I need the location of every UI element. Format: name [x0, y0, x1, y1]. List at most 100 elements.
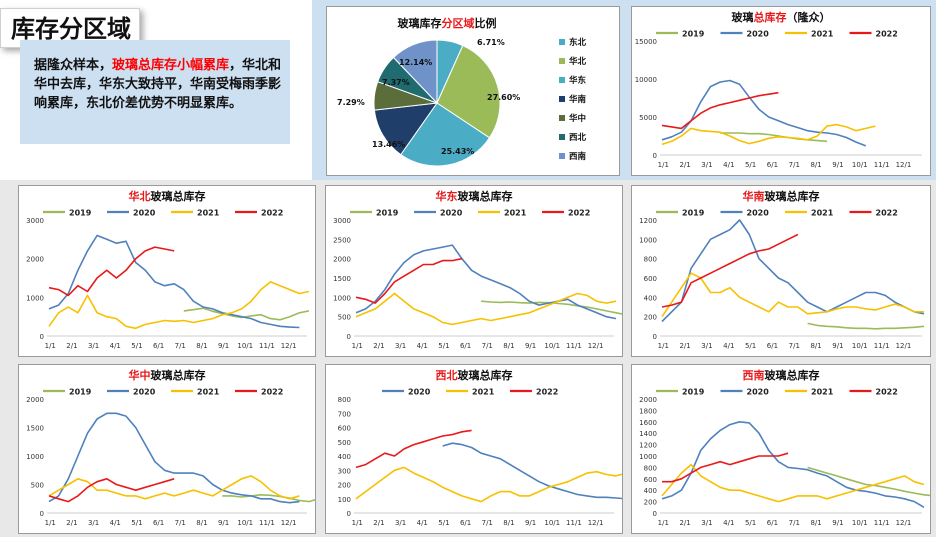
national-inventory-chart: 玻璃总库存（隆众） 2019 2020 2021 2022 0 5000 10000 15000…	[635, 10, 922, 169]
x-tick-label: 9/1	[218, 342, 229, 350]
legend-label: 华东	[569, 75, 587, 86]
series-line-2022	[48, 246, 175, 297]
title-part-0: 西南	[743, 368, 765, 382]
x-tick-label: 2/1	[679, 161, 690, 169]
series-line-2021	[661, 123, 876, 146]
title-part-1: 玻璃总库存	[458, 368, 513, 382]
x-tick-label: 6/1	[460, 342, 471, 350]
x-tick-label: 12/1	[588, 342, 604, 350]
x-tick-label: 6/1	[460, 519, 471, 527]
y-tick-label: 500	[31, 482, 44, 490]
xibei-chart-panel: 西北玻璃总库存 2020 2021 2022 0 100 200 300 400 500 600 70…	[325, 364, 623, 534]
series-line-2019	[183, 307, 310, 321]
legend-label-2020: 2020	[133, 209, 156, 218]
chart-title: 西南玻璃总库存	[743, 368, 820, 382]
legend-label-2019: 2019	[682, 388, 705, 397]
title-part-2: 比例	[475, 16, 497, 30]
x-tick-label: 5/1	[131, 519, 142, 527]
pie-chart: 玻璃库存分区域比例 6.71% 27.60% 25.43% 13.46% 7.29% 7.3…	[337, 16, 587, 167]
x-tick-label: 12/1	[896, 161, 912, 169]
x-tick-label: 4/1	[723, 519, 734, 527]
x-tick-label: 2/1	[679, 519, 690, 527]
x-tick-label: 8/1	[503, 519, 514, 527]
huanan-chart: 华南玻璃总库存 2019 2020 2021 2022 0 200 400 600 800 1000…	[639, 189, 925, 350]
title-part-1: 玻璃总库存	[765, 368, 820, 382]
y-tick-label: 2000	[639, 396, 657, 404]
legend-label-2021: 2021	[811, 30, 834, 39]
y-tick-label: 0	[653, 152, 657, 160]
legend-label: 东北	[569, 37, 587, 48]
x-tick-label: 7/1	[789, 519, 800, 527]
x-tick-label: 11/1	[566, 519, 582, 527]
legend-label-2019: 2019	[69, 209, 92, 218]
huadong-chart: 华东玻璃总库存 2019 2020 2021 2022 0 500 1000 1500 2000 2…	[333, 189, 622, 350]
chart-title: 华南玻璃总库存	[743, 189, 820, 203]
huabei-chart: 华北玻璃总库存 2019 2020 2021 2022 0 1000 2000 3000 1/1 2…	[26, 189, 310, 350]
legend-label-2022: 2022	[876, 388, 898, 397]
summary-part-1: 据隆众样本，	[34, 58, 113, 73]
title-part-2: （隆众）	[787, 10, 831, 24]
xinan-chart-panel: 西南玻璃总库存 2019 2020 2021 2022 0 200 400 600 800 1000…	[631, 364, 931, 534]
title-part-0: 玻璃	[732, 10, 754, 24]
x-tick-label: 11/1	[874, 342, 890, 350]
y-tick-label: 5000	[639, 114, 657, 122]
x-tick-label: 12/1	[896, 342, 912, 350]
legend-label: 华中	[569, 113, 586, 124]
y-tick-label: 600	[644, 476, 657, 484]
y-tick-label: 1600	[639, 419, 657, 427]
title-part-0: 华中	[129, 368, 151, 382]
y-tick-label: 10000	[635, 76, 657, 84]
x-tick-label: 12/1	[281, 519, 297, 527]
y-tick-label: 500	[338, 439, 351, 447]
x-tick-label: 10/1	[237, 519, 253, 527]
series-line-2020	[661, 79, 867, 147]
title-part-1: 玻璃总库存	[151, 189, 206, 203]
y-tick-label: 1000	[26, 294, 44, 302]
x-tick-label: 8/1	[810, 161, 821, 169]
x-tick-label: 6/1	[153, 342, 164, 350]
x-tick-label: 5/1	[745, 161, 756, 169]
series-line-2019	[222, 494, 315, 503]
x-tick-label: 3/1	[701, 342, 712, 350]
x-tick-label: 9/1	[832, 519, 843, 527]
x-tick-label: 3/1	[88, 342, 99, 350]
y-tick-label: 0	[347, 333, 351, 341]
legend-swatch-0	[559, 39, 565, 45]
chart-title: 华北玻璃总库存	[129, 189, 206, 203]
y-tick-label: 2000	[333, 256, 351, 264]
y-tick-label: 1200	[639, 217, 657, 225]
legend-label: 西北	[569, 132, 587, 143]
pie-value-label: 7.37%	[382, 78, 410, 87]
y-tick-label: 500	[338, 314, 351, 322]
x-tick-label: 1/1	[45, 519, 56, 527]
title-part-0: 西北	[436, 368, 458, 382]
x-tick-label: 7/1	[789, 161, 800, 169]
series-line-2020	[355, 244, 617, 320]
chart-title: 玻璃总库存（隆众）	[732, 10, 831, 24]
pie-slice-2	[400, 102, 491, 167]
x-tick-label: 4/1	[723, 342, 734, 350]
y-tick-label: 1400	[639, 430, 657, 438]
title-part-1: 玻璃总库存	[458, 189, 513, 203]
title-part-0: 华东	[436, 189, 458, 203]
legend-swatch-5	[559, 134, 565, 140]
x-tick-label: 1/1	[658, 519, 669, 527]
pie-chart-panel: 玻璃库存分区域比例 6.71% 27.60% 25.43% 13.46% 7.29% 7.3…	[326, 6, 620, 176]
legend-label-2022: 2022	[568, 209, 590, 218]
legend-label: 华南	[569, 94, 587, 105]
y-tick-label: 1800	[639, 407, 657, 415]
series-line-2021	[355, 466, 622, 503]
x-tick-label: 4/1	[417, 342, 428, 350]
x-tick-label: 10/1	[544, 342, 560, 350]
x-tick-label: 10/1	[544, 519, 560, 527]
y-tick-label: 2000	[26, 396, 44, 404]
legend-label-2021: 2021	[811, 388, 834, 397]
x-tick-label: 8/1	[196, 519, 207, 527]
x-tick-label: 7/1	[482, 342, 493, 350]
x-tick-label: 9/1	[525, 519, 536, 527]
x-tick-label: 10/1	[852, 519, 868, 527]
series-line-2020	[48, 412, 300, 504]
y-tick-label: 2000	[26, 256, 44, 264]
series-line-2021	[661, 272, 924, 318]
series-line-2022	[662, 452, 789, 483]
